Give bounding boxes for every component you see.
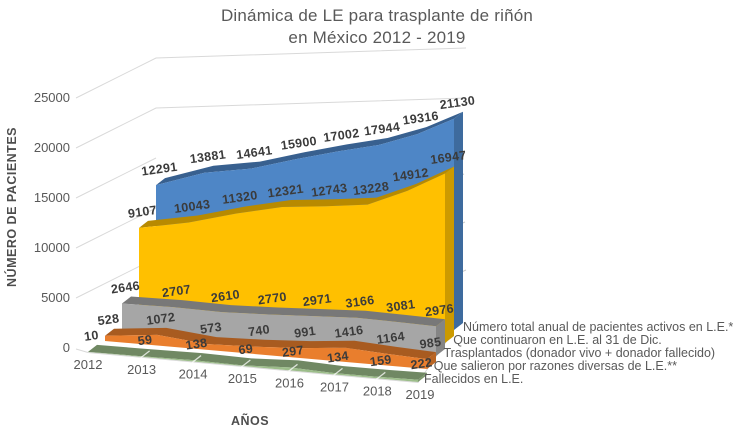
floor-separator (191, 355, 202, 364)
data-label: 12291 (141, 160, 179, 179)
gridline (75, 157, 157, 199)
floor-separator (288, 363, 298, 372)
data-label: 10 (83, 328, 99, 344)
data-label: 12743 (310, 181, 348, 200)
band-top-face (156, 111, 463, 186)
floor-separator (240, 359, 251, 368)
x-tick-label: 2015 (228, 371, 257, 386)
x-tick-label: 2014 (179, 367, 208, 382)
data-label: 14912 (392, 166, 430, 185)
series-band-4 (105, 327, 436, 369)
y-axis-title: NÚMERO DE PACIENTES (4, 127, 19, 287)
gridline (75, 97, 467, 149)
data-label: 985 (419, 335, 443, 352)
band-side-face (418, 372, 427, 382)
gridline (75, 47, 467, 99)
data-label: 222 (410, 355, 434, 372)
data-label: 2610 (210, 287, 241, 305)
series-label: Fallecidos en L.E. (424, 372, 523, 386)
data-label: 297 (281, 343, 305, 360)
data-label: 19316 (402, 109, 440, 128)
axis-labels: 0 5000 10000 15000 20000 25000 Número total an… (34, 90, 734, 402)
y-tick-label: 5000 (41, 290, 70, 305)
band-front-face (139, 173, 445, 343)
data-label: 12321 (267, 182, 305, 201)
x-tick-label: 2019 (406, 387, 435, 402)
band-top-face (88, 344, 427, 380)
data-label: 1072 (145, 310, 176, 328)
data-label: 1416 (334, 323, 365, 341)
data-label: 740 (247, 322, 271, 339)
data-label: 15900 (280, 134, 318, 153)
x-tick-label: 2013 (127, 362, 156, 377)
data-label: 21130 (439, 93, 476, 112)
y-tick-label: 15000 (34, 190, 70, 205)
data-label: 2971 (302, 291, 333, 309)
data-label: 573 (199, 320, 223, 337)
series-label: Que salieron por razones diversas de L.E… (434, 359, 677, 373)
data-label: 2770 (257, 290, 288, 308)
data-label: 13228 (352, 179, 390, 198)
data-label: 16947 (430, 148, 468, 167)
data-label: 3081 (385, 297, 416, 315)
data-label: 10043 (173, 197, 211, 216)
band-side-face (436, 319, 445, 356)
data-label: 69 (238, 341, 254, 357)
chart-title: Dinámica de LE para trasplante de riñón … (0, 5, 754, 50)
band-front-face (105, 334, 427, 369)
x-tick-label: 2018 (363, 383, 392, 398)
data-label: 134 (326, 349, 350, 366)
data-label: 11320 (221, 188, 258, 207)
series-band-2 (139, 166, 454, 343)
data-label: 1164 (376, 329, 406, 347)
gridline (75, 207, 157, 249)
data-label: 17944 (363, 120, 401, 139)
band-side-face (427, 352, 436, 369)
data-label: 2646 (110, 279, 141, 297)
series-label: Que continuaron en L.E. al 31 de Dic. (453, 333, 661, 347)
data-label: 2707 (161, 282, 192, 300)
series-label: Trasplantados (donador vivo + donador fa… (444, 346, 716, 360)
floor-separators (140, 350, 386, 380)
floor-separator (140, 350, 151, 359)
x-tick-label: 2016 (275, 375, 304, 390)
data-label: 991 (293, 324, 317, 341)
data-label: 3166 (345, 293, 376, 311)
series-label: Número total anual de pacientes activos … (463, 320, 733, 334)
data-label: 9107 (127, 203, 158, 221)
data-label: 528 (97, 311, 121, 328)
band-top-face (105, 327, 436, 360)
y-tick-label: 10000 (34, 240, 70, 255)
band-side-face (445, 166, 454, 343)
data-label: 2976 (424, 301, 455, 319)
data-label: 13881 (189, 147, 227, 166)
data-label: 138 (185, 336, 209, 353)
y-tick-label: 0 (63, 340, 70, 355)
data-label: 159 (369, 352, 393, 369)
band-side-face (454, 111, 463, 330)
data-labels: 12291 13881 14641 15900 17002 179441931621130… (83, 93, 476, 372)
y-tick-label: 25000 (34, 90, 70, 105)
area-bands (88, 111, 463, 382)
data-label: 14641 (235, 143, 273, 162)
x-axis-title: AÑOS (231, 413, 269, 428)
x-tick-label: 2017 (320, 379, 349, 394)
band-top-face (139, 166, 454, 228)
floor-separator (375, 371, 386, 380)
data-label: 17002 (322, 126, 360, 145)
chart-title-line2: en México 2012 - 2019 (288, 28, 466, 48)
x-tick-label: 2012 (74, 357, 103, 372)
chart-title-line1: Dinámica de LE para trasplante de riñón (220, 6, 534, 25)
floor-separator (333, 367, 343, 376)
band-top-face (122, 296, 445, 327)
y-tick-label: 20000 (34, 140, 70, 155)
data-label: 59 (137, 332, 153, 348)
